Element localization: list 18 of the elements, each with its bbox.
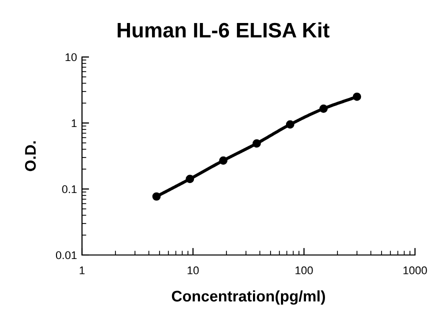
x-tick-label: 100	[296, 266, 313, 274]
point	[152, 192, 161, 201]
x-axis-title: Concentration(pg/ml)	[172, 290, 325, 305]
x-tick-label: 1000	[403, 266, 427, 274]
point	[186, 174, 194, 184]
y-tick-label: 0.1	[62, 185, 77, 194]
y-tick-label: 1	[72, 119, 77, 128]
x-tick-label: 10	[188, 266, 199, 274]
x-tick-label: 1	[80, 266, 85, 274]
y-axis-title: O.D.	[25, 141, 36, 172]
point	[252, 139, 261, 148]
point	[219, 156, 228, 165]
y-tick-label: 10	[66, 53, 77, 62]
chart-title: Human IL-6 ELISA Kit	[118, 22, 330, 38]
point	[286, 120, 294, 129]
y-tick-label: 0.01	[56, 251, 77, 260]
point	[319, 104, 328, 113]
point	[352, 92, 362, 101]
